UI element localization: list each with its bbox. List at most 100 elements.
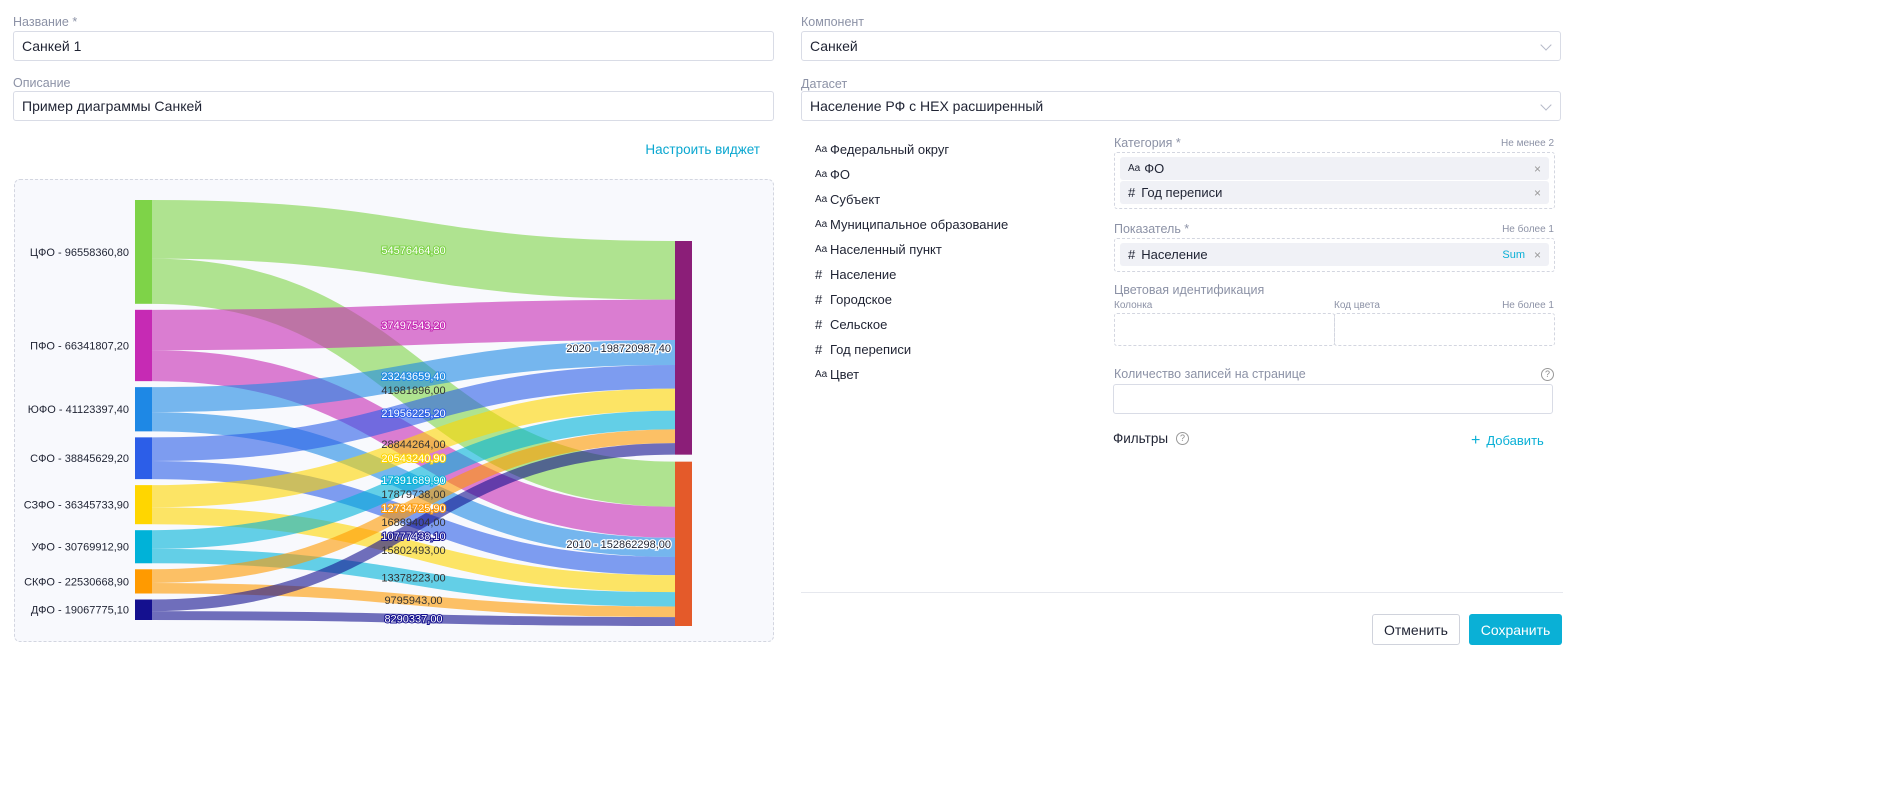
dataset-field-item[interactable]: Aa Муниципальное образование <box>815 217 1008 232</box>
dataset-field-item[interactable]: # Сельское <box>815 317 887 332</box>
sankey-node[interactable] <box>135 485 152 525</box>
sankey-node[interactable] <box>135 599 152 620</box>
sankey-link[interactable] <box>151 443 676 612</box>
category-dropzone[interactable]: Aa ФО × # Год переписи × <box>1114 152 1555 209</box>
description-input[interactable]: Пример диаграммы Санкей <box>13 91 774 121</box>
dataset-field-item[interactable]: Aa Федеральный округ <box>815 142 949 157</box>
number-type-icon: # <box>815 317 823 332</box>
text-type-icon: Aa <box>1128 163 1141 174</box>
sankey-link-label: 41981896,00 <box>381 385 445 397</box>
help-icon[interactable]: ? <box>1541 368 1554 381</box>
close-icon[interactable]: × <box>1533 247 1541 262</box>
sankey-node[interactable] <box>135 387 152 432</box>
sankey-link-label: 9795943,00 <box>384 595 442 607</box>
sankey-link-label: 23243659,40 <box>381 371 445 383</box>
dataset-field-item[interactable]: Aa Субъект <box>815 192 880 207</box>
sankey-node-label: ДФО - 19067775,10 <box>31 605 129 617</box>
dataset-select[interactable]: Население РФ с HEX расширенный <box>801 91 1561 121</box>
sankey-link-label: 8290337,00 <box>384 614 442 626</box>
text-type-icon: Aa <box>815 219 828 230</box>
sankey-node-label: ЦФО - 96558360,80 <box>30 247 129 259</box>
sankey-node-label: СКФО - 22530668,90 <box>24 576 129 588</box>
field-label: Федеральный округ <box>830 142 950 157</box>
sankey-chart: ЦФО - 96558360,80 ПФО - 66341807,20 ЮФО - … <box>14 179 774 642</box>
sankey-node-label: СФО - 38845629,20 <box>30 453 129 465</box>
sankey-node[interactable] <box>675 241 692 455</box>
color-code-dropzone[interactable] <box>1334 313 1555 346</box>
color-column-dropzone[interactable] <box>1114 313 1335 346</box>
sankey-link[interactable] <box>151 364 676 461</box>
save-button[interactable]: Сохранить <box>1469 614 1562 645</box>
sankey-node[interactable] <box>135 569 152 594</box>
sankey-node[interactable] <box>675 461 692 626</box>
sankey-link[interactable] <box>151 429 676 583</box>
name-label: Название * <box>13 15 78 29</box>
sankey-link[interactable] <box>151 388 676 508</box>
dataset-label: Датасет <box>801 77 848 91</box>
category-chip[interactable]: # Год переписи × <box>1120 181 1549 204</box>
cancel-button[interactable]: Отменить <box>1372 614 1460 645</box>
dataset-field-item[interactable]: # Городское <box>815 292 892 307</box>
sankey-link-label: 17391689,90 <box>381 475 445 487</box>
aggregation-button[interactable]: Sum <box>1502 248 1525 261</box>
sankey-node[interactable] <box>135 437 152 480</box>
category-chip[interactable]: Aa ФО × <box>1120 157 1549 180</box>
close-icon[interactable]: × <box>1533 185 1541 200</box>
sankey-link[interactable] <box>151 460 676 576</box>
dataset-field-item[interactable]: Aa ФО <box>815 167 850 182</box>
sankey-link[interactable] <box>151 339 676 413</box>
sankey-link-label: 10777438,10 <box>381 531 445 543</box>
component-select[interactable]: Санкей <box>801 31 1561 61</box>
sankey-link[interactable] <box>151 582 676 618</box>
measure-hint: Не более 1 <box>1502 224 1554 235</box>
text-type-icon: Aa <box>815 144 828 155</box>
field-label: Сельское <box>830 317 888 332</box>
text-type-icon: Aa <box>815 169 828 180</box>
sankey-link-label: 54576464,80 <box>381 245 445 257</box>
number-type-icon: # <box>815 342 823 357</box>
dataset-field-item[interactable]: # Население <box>815 267 896 282</box>
name-input[interactable]: Санкей 1 <box>13 31 774 61</box>
sankey-node-label: ЮФО - 41123397,40 <box>28 404 129 416</box>
sankey-link-label: 17879738,00 <box>381 489 445 501</box>
field-label: ФО <box>830 167 850 182</box>
dataset-field-item[interactable]: Aa Цвет <box>815 367 859 382</box>
sankey-node[interactable] <box>135 530 152 564</box>
page-size-input[interactable] <box>1113 384 1553 414</box>
sankey-link-label: 12734725,90 <box>381 503 445 515</box>
page-size-label: Количество записей на странице <box>1114 367 1306 381</box>
configure-widget-link[interactable]: Настроить виджет <box>645 142 760 157</box>
sankey-node[interactable] <box>135 309 152 382</box>
number-type-icon: # <box>1128 185 1136 200</box>
field-label: Муниципальное образование <box>830 217 1009 232</box>
measure-dropzone[interactable]: # Население Sum × <box>1114 238 1555 272</box>
number-type-icon: # <box>1128 247 1136 262</box>
close-icon[interactable]: × <box>1533 161 1541 176</box>
sankey-svg: ЦФО - 96558360,80 ПФО - 66341807,20 ЮФО - … <box>24 200 692 627</box>
color-column-label: Колонка <box>1114 300 1153 311</box>
dataset-field-item[interactable]: Aa Населенный пункт <box>815 242 942 257</box>
sankey-node[interactable] <box>135 200 152 304</box>
category-label: Категория * <box>1114 136 1181 150</box>
plus-icon: + <box>1471 432 1481 449</box>
filters-header: Фильтры? <box>1113 431 1190 446</box>
sankey-link[interactable] <box>151 507 676 593</box>
sankey-link[interactable] <box>151 611 676 626</box>
sankey-link[interactable] <box>151 200 676 300</box>
measure-label: Показатель * <box>1114 222 1190 236</box>
measure-chip[interactable]: # Население Sum × <box>1120 243 1549 266</box>
divider <box>801 592 1563 593</box>
color-hint: Не более 1 <box>1502 300 1554 311</box>
field-label: Городское <box>830 292 892 307</box>
sankey-link[interactable] <box>151 410 676 549</box>
sankey-link[interactable] <box>151 548 676 607</box>
color-id-label: Цветовая идентификация <box>1114 283 1265 297</box>
sankey-link-label: 37497543,20 <box>381 320 445 332</box>
chevron-down-icon <box>1540 39 1552 51</box>
sankey-link[interactable] <box>151 299 676 351</box>
chip-label: ФО <box>1144 161 1165 176</box>
help-icon[interactable]: ? <box>1176 432 1190 445</box>
dataset-field-item[interactable]: # Год переписи <box>815 342 911 357</box>
add-filter-button[interactable]: + Добавить <box>1471 432 1544 450</box>
component-label: Компонент <box>801 15 865 29</box>
